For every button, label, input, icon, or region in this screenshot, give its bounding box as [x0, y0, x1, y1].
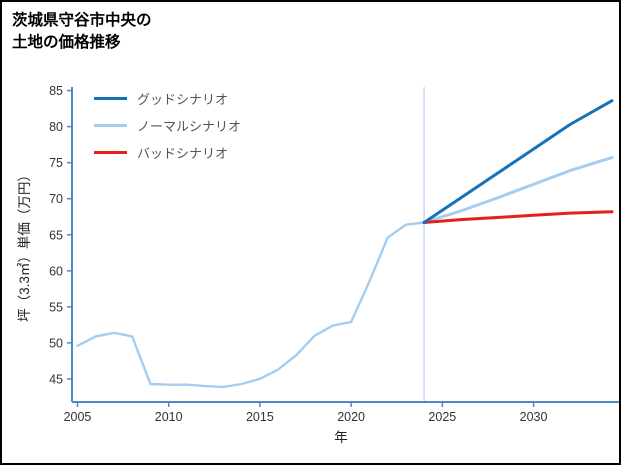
y-axis-label: 坪（3.3㎡）単価（万円） [17, 168, 32, 322]
bad-scenario-line-swatch [94, 151, 127, 154]
legend-label-bad-scenario: バッドシナリオ [137, 146, 229, 161]
series-line-グッドシナリオ [422, 99, 614, 224]
x-tick-label: 2010 [155, 410, 183, 424]
x-tick-label: 2005 [64, 410, 92, 424]
y-tick-label: 80 [49, 120, 63, 134]
x-tick-label: 2030 [520, 410, 548, 424]
series-line-バッドシナリオ [422, 210, 614, 224]
chart-title: 茨城県守谷市中央の 土地の価格推移 [12, 10, 152, 55]
normal-scenario-line-swatch [94, 124, 127, 127]
series-line-ノーマルシナリオ [422, 156, 614, 224]
chart-title-line2: 土地の価格推移 [12, 34, 121, 52]
y-tick-label: 45 [49, 372, 63, 386]
series-line-history [76, 221, 426, 389]
good-scenario-line-swatch [94, 97, 127, 100]
y-tick-label: 50 [49, 336, 63, 350]
y-tick-label: 70 [49, 192, 63, 206]
x-tick-label: 2020 [337, 410, 365, 424]
y-tick-label: 85 [49, 84, 63, 98]
legend-item-bad-scenario: バッドシナリオ [94, 144, 241, 161]
y-tick-label: 55 [49, 300, 63, 314]
legend-item-normal-scenario: ノーマルシナリオ [94, 117, 241, 134]
y-tick-label: 65 [49, 228, 63, 242]
legend: グッドシナリオ ノーマルシナリオ バッドシナリオ [94, 90, 241, 161]
y-tick-label: 60 [49, 264, 63, 278]
legend-item-good-scenario: グッドシナリオ [94, 90, 241, 107]
legend-label-good-scenario: グッドシナリオ [137, 92, 229, 107]
legend-label-normal-scenario: ノーマルシナリオ [137, 119, 242, 134]
x-tick-label: 2015 [246, 410, 274, 424]
x-tick-label: 2025 [428, 410, 456, 424]
chart-title-line1: 茨城県守谷市中央の [12, 12, 152, 29]
y-tick-label: 75 [49, 156, 63, 170]
x-axis-label: 年 [334, 430, 348, 445]
